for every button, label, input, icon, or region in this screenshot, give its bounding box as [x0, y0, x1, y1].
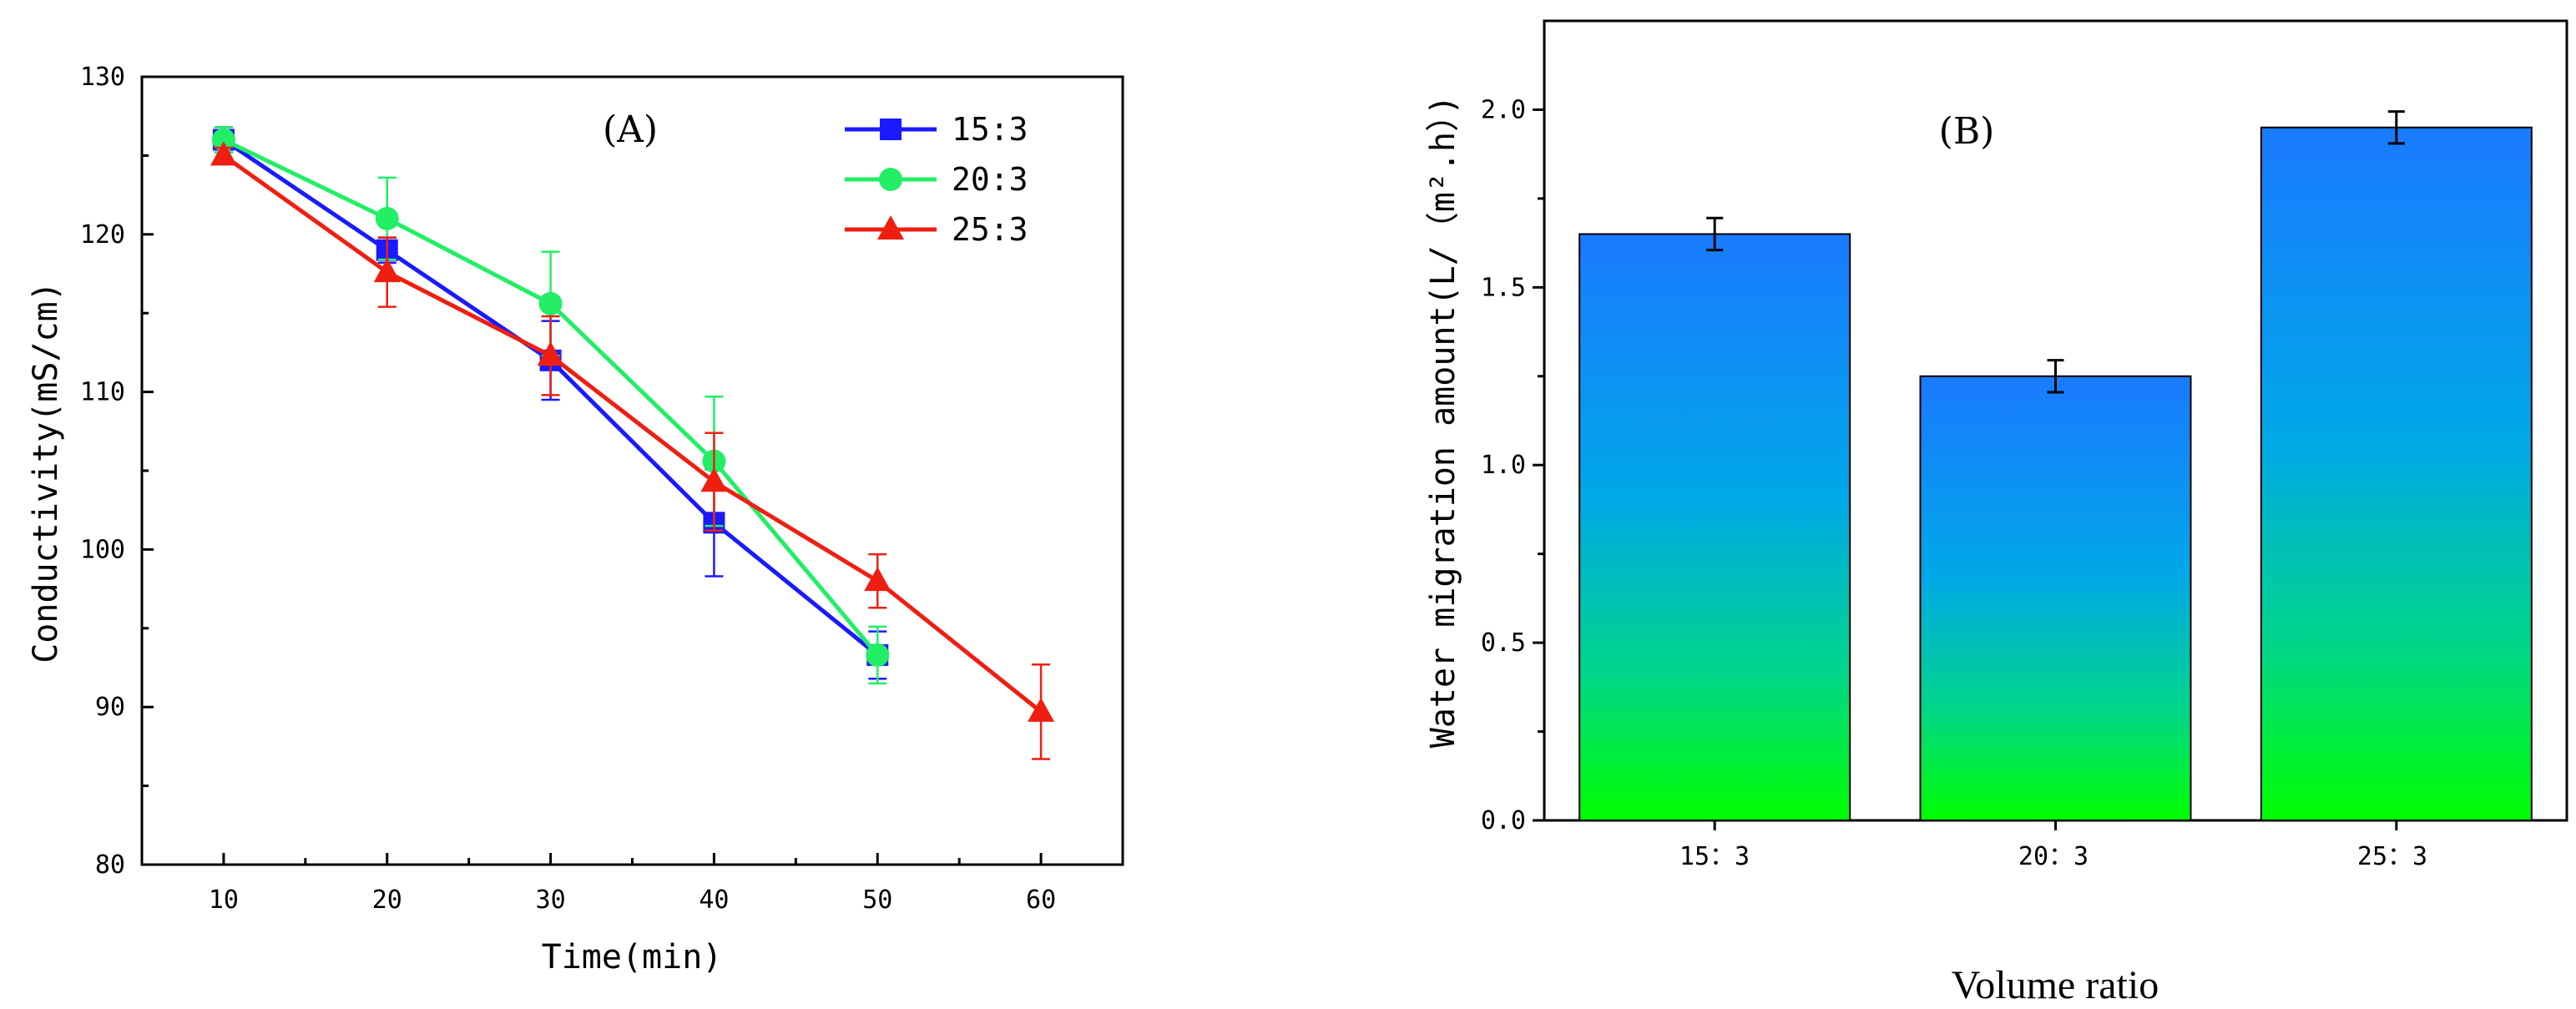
panel-a-series [210, 126, 1055, 760]
panel-b-bar-chart: 0.0 0.5 1.0 1.5 2.0 15：3 20：3 25：3 (B) Volum… [1424, 19, 2568, 1007]
data-point-25-3-40 [700, 467, 728, 492]
x-tick-label-30: 30 [536, 885, 566, 915]
legend-marker-15-3 [880, 119, 902, 140]
x-tick-label-20: 20 [372, 885, 402, 915]
bar-20-3 [1919, 375, 2192, 821]
data-point-25-3-10 [210, 141, 237, 166]
y-tick-label-0.5: 0.5 [1481, 628, 1526, 658]
y-tick-label-1.0: 1.0 [1481, 451, 1526, 480]
x-tick-label-60: 60 [1026, 885, 1056, 915]
bar-25-3 [2260, 126, 2533, 821]
y-tick-label-1.5: 1.5 [1481, 273, 1526, 302]
y-tick-label-80: 80 [95, 850, 125, 880]
bar-15-3 [1578, 233, 1851, 821]
data-point-25-3-60 [1028, 697, 1055, 722]
y-tick-label-90: 90 [95, 693, 125, 722]
data-point-25-3-50 [864, 567, 891, 592]
data-point-20-3-30 [538, 291, 563, 315]
panel-a-x-axis-title: Time(min) [542, 938, 723, 976]
series-20-3 [211, 126, 890, 685]
data-point-20-3-10 [211, 128, 235, 152]
x-tick-label-50: 50 [862, 885, 892, 915]
panel-a-legend: 15:3 20:3 25:3 [845, 111, 1028, 248]
data-point-20-3-20 [375, 206, 399, 230]
y-tick-label-100: 100 [80, 535, 125, 564]
series-15-3 [212, 126, 889, 680]
panel-b-y-axis-title: Water migration amount(L/（m².h）) [1424, 95, 1462, 748]
panel-b-x-axis: 15：3 20：3 25：3 [1679, 820, 2427, 871]
legend-label-15-3: 15:3 [952, 111, 1028, 148]
panel-a-x-axis: 10 20 30 40 50 60 [140, 853, 1124, 915]
y-tick-label-110: 110 [80, 378, 125, 407]
x-tick-label-40: 40 [699, 885, 729, 915]
data-point-25-3-30 [537, 341, 564, 366]
y-tick-label-130: 130 [80, 63, 125, 92]
y-tick-label-0.0: 0.0 [1481, 806, 1526, 835]
x-tick-label-25-3: 25：3 [2357, 842, 2427, 871]
legend-label-20-3: 20:3 [952, 161, 1028, 198]
data-point-20-3-50 [866, 643, 890, 667]
panel-b-y-axis: 0.0 0.5 1.0 1.5 2.0 [1481, 95, 1544, 835]
panel-a-label: (A) [603, 108, 658, 151]
series-line-25-3 [222, 154, 1043, 714]
panel-a-y-axis-title: Conductivity(mS/cm) [27, 281, 65, 663]
data-point-25-3-20 [373, 258, 401, 283]
panel-a-y-axis: 80 90 100 110 120 130 [80, 63, 154, 880]
legend-marker-25-3 [877, 215, 904, 240]
panel-b-bars [1578, 110, 2533, 821]
legend-label-25-3: 25:3 [952, 211, 1028, 248]
y-tick-label-2.0: 2.0 [1481, 95, 1526, 124]
x-tick-label-20-3: 20：3 [2018, 842, 2089, 871]
panel-b-x-axis-title: Volume ratio [1952, 963, 2159, 1007]
legend-marker-20-3 [879, 168, 902, 191]
y-tick-label-120: 120 [80, 220, 125, 250]
x-tick-label-15-3: 15：3 [1679, 842, 1750, 871]
series-25-3 [210, 141, 1055, 760]
x-tick-label-10: 10 [209, 885, 239, 915]
panel-a-line-chart: 80 90 100 110 120 130 10 20 30 40 50 60 (A) Time(m… [27, 63, 1124, 976]
panel-b-label: (B) [1939, 110, 1995, 153]
